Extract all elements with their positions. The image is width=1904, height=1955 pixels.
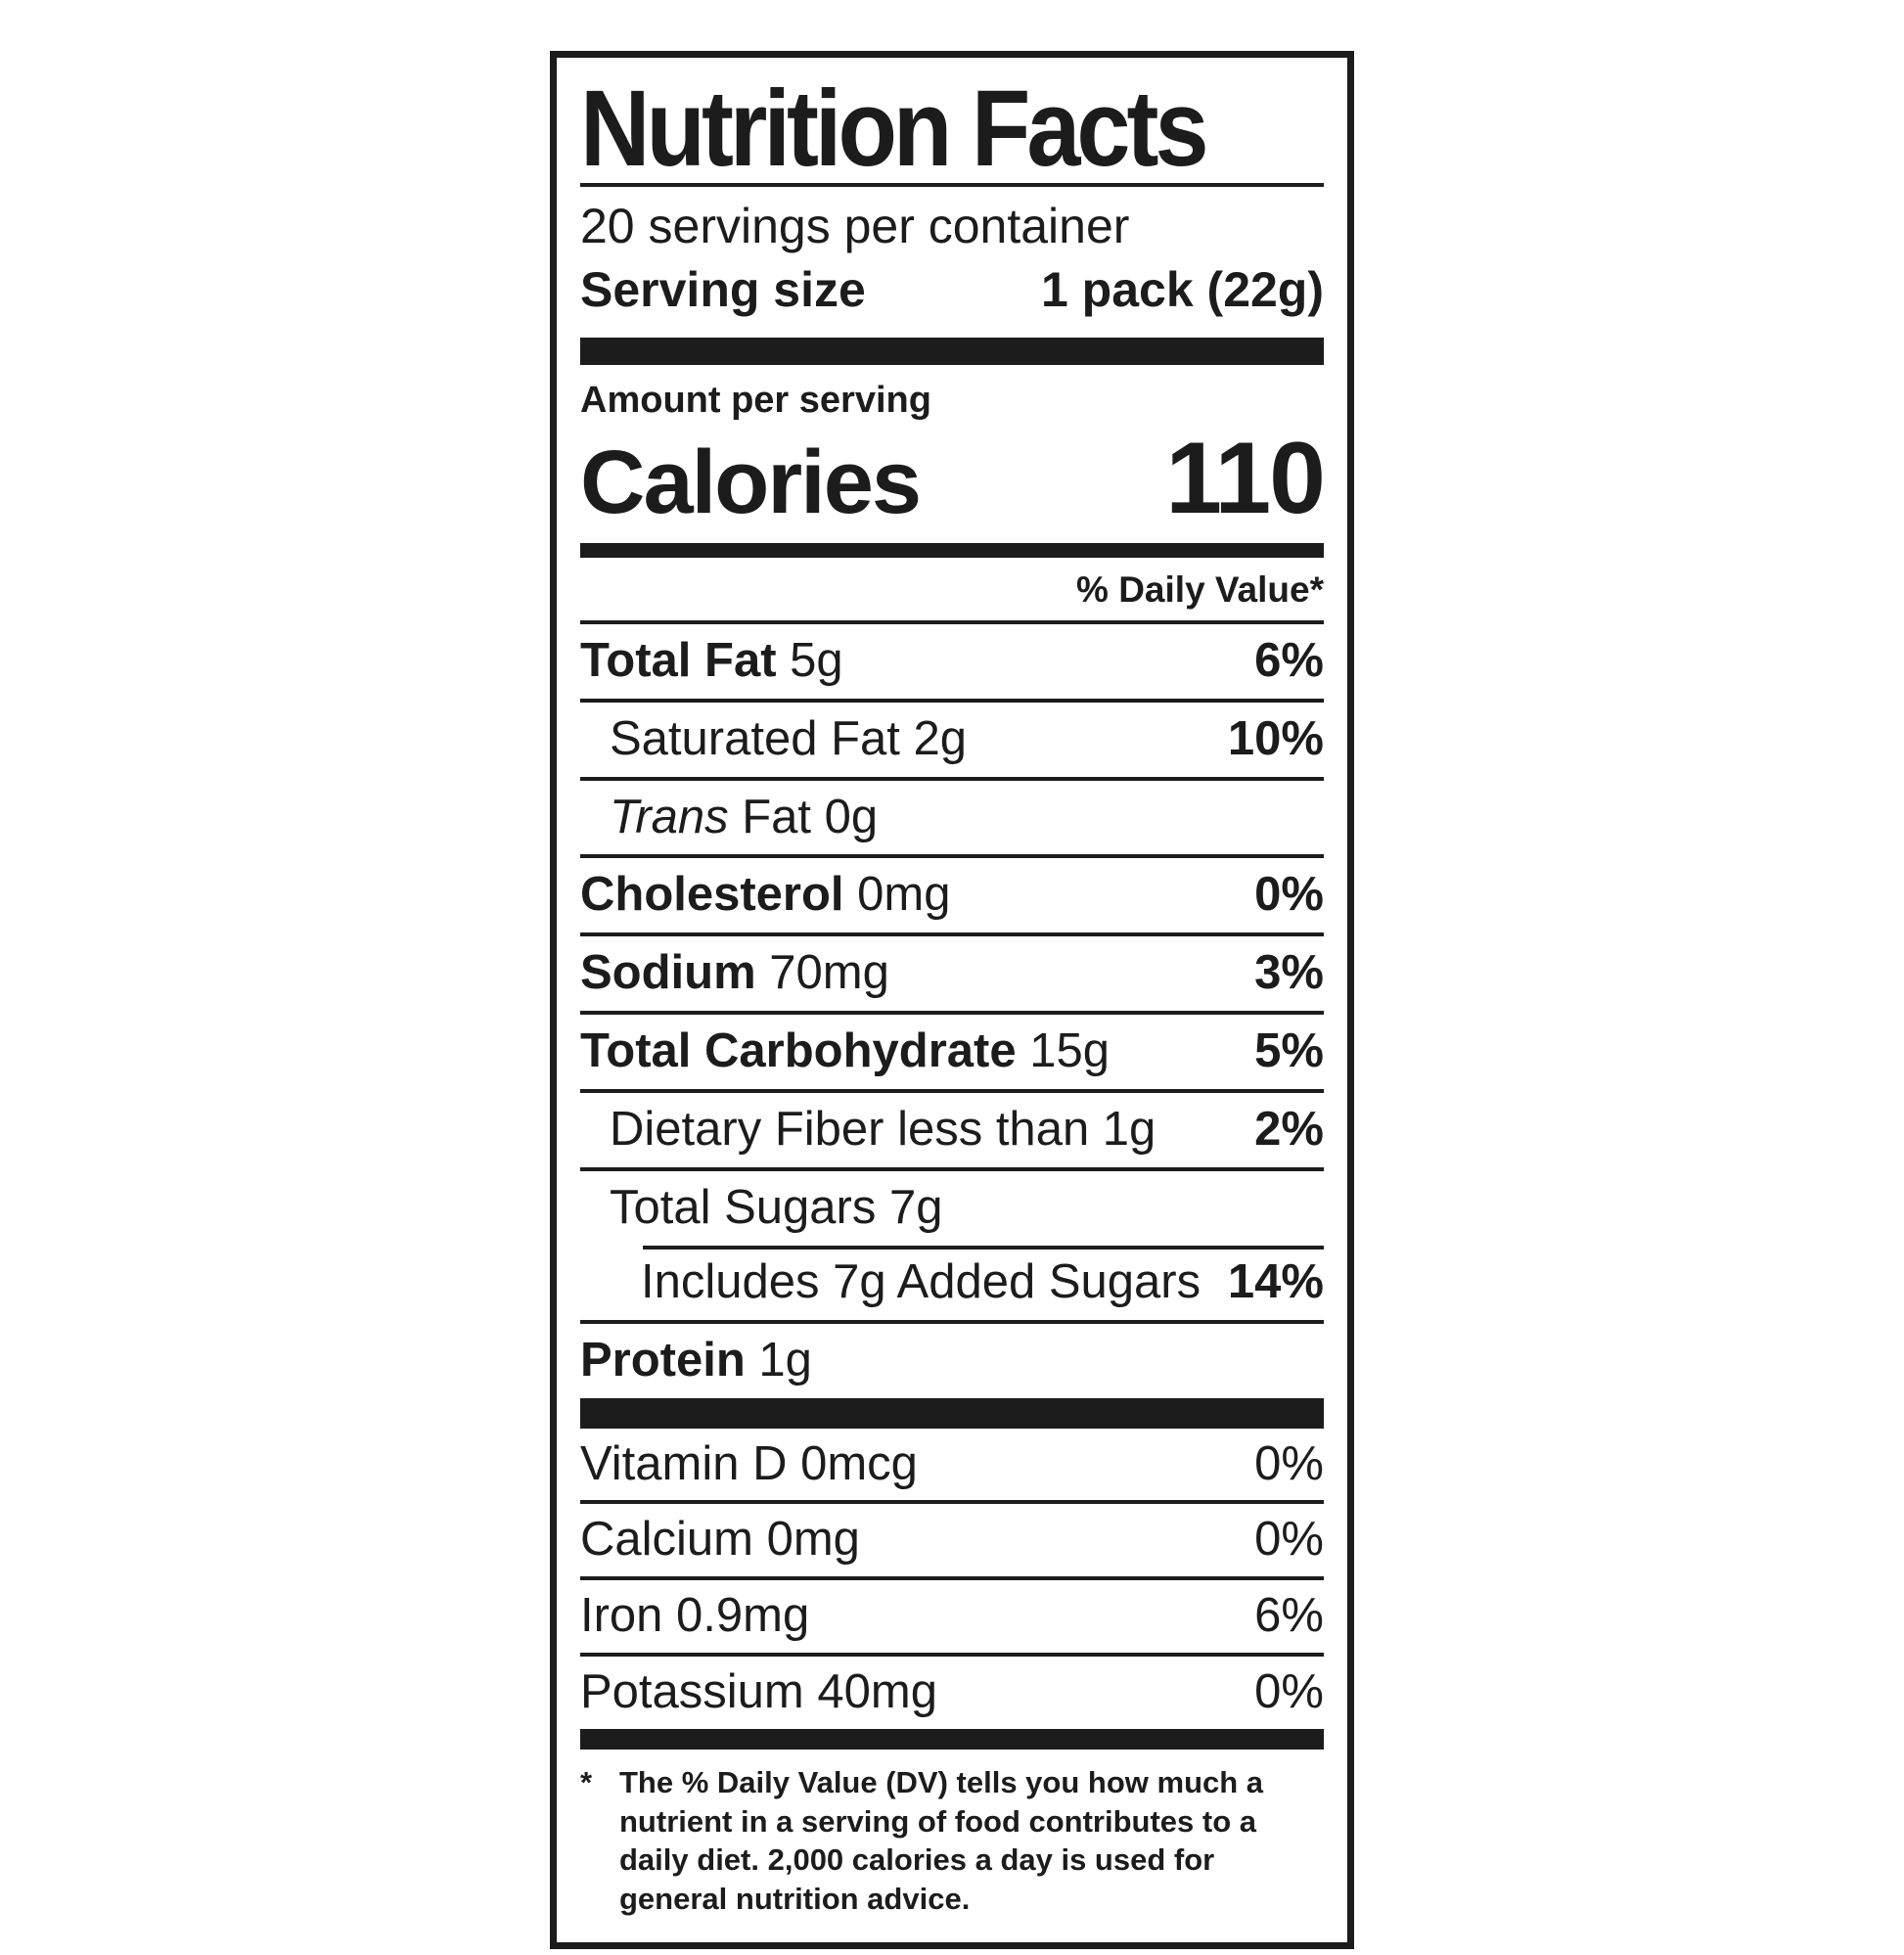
nutrient-name: Total Carbohydrate 15g — [580, 1024, 1110, 1078]
nutrient-row-dietary-fiber: Dietary Fiber less than 1g 2% — [580, 1089, 1324, 1167]
nutrient-name: Total Fat 5g — [580, 633, 843, 687]
nutrition-facts-panel: Nutrition Facts 20 servings per containe… — [550, 51, 1354, 1949]
mineral-dv: 0% — [1254, 1436, 1324, 1490]
panel-title: Nutrition Facts — [580, 66, 1209, 189]
nutrient-name: Cholesterol 0mg — [580, 868, 951, 922]
mineral-name: Iron 0.9mg — [580, 1589, 810, 1643]
nutrient-rows: Total Fat 5g 6% Saturated Fat 2g 10% Tra… — [580, 619, 1324, 1398]
nutrient-dv: 5% — [1254, 1024, 1324, 1078]
mineral-dv: 6% — [1254, 1589, 1324, 1643]
mineral-name: Potassium 40mg — [580, 1665, 937, 1719]
nutrient-name: Dietary Fiber less than 1g — [610, 1103, 1156, 1157]
nutrient-name: Includes 7g Added Sugars — [641, 1254, 1201, 1308]
nutrient-name: Saturated Fat 2g — [610, 711, 968, 765]
footnote-text: The % Daily Value (DV) tells you how muc… — [619, 1765, 1264, 1917]
mineral-name: Calcium 0mg — [580, 1513, 860, 1567]
nutrient-dv: 0% — [1254, 868, 1324, 922]
nutrient-row-total-sugars: Total Sugars 7g — [580, 1166, 1324, 1246]
section-bar-top — [580, 338, 1324, 365]
title-divider — [580, 183, 1324, 187]
mineral-rows: Vitamin D 0mcg 0% Calcium 0mg 0% Iron 0.… — [580, 1429, 1324, 1730]
footnote: * The % Daily Value (DV) tells you how m… — [580, 1750, 1324, 1942]
serving-size-row: Serving size 1 pack (22g) — [580, 258, 1324, 338]
mineral-row-potassium: Potassium 40mg 0% — [580, 1653, 1324, 1729]
footnote-asterisk: * — [580, 1765, 593, 1800]
nutrient-dv: 10% — [1227, 711, 1324, 765]
nutrient-row-total-fat: Total Fat 5g 6% — [580, 619, 1324, 699]
section-bar-protein — [580, 1397, 1324, 1429]
nutrient-name: Trans Fat 0g — [610, 790, 879, 843]
nutrient-row-protein: Protein 1g — [580, 1319, 1324, 1398]
serving-size-label: Serving size — [580, 262, 866, 317]
nutrient-row-sodium: Sodium 70mg 3% — [580, 932, 1324, 1011]
nutrient-dv: 3% — [1254, 946, 1324, 1000]
nutrient-dv: 6% — [1254, 633, 1324, 687]
serving-size-value: 1 pack (22g) — [1040, 262, 1324, 317]
calories-label: Calories — [580, 432, 922, 532]
nutrient-name: Total Sugars 7g — [610, 1180, 943, 1234]
nutrient-row-saturated-fat: Saturated Fat 2g 10% — [580, 698, 1324, 777]
nutrient-row-cholesterol: Cholesterol 0mg 0% — [580, 854, 1324, 932]
mineral-name: Vitamin D 0mcg — [580, 1436, 918, 1490]
calories-value: 110 — [1165, 421, 1326, 535]
nutrient-row-added-sugars: Includes 7g Added Sugars 14% — [580, 1245, 1324, 1320]
section-bar-footnote — [580, 1729, 1324, 1750]
amount-per-serving-label: Amount per serving — [580, 380, 931, 421]
nutrient-row-trans-fat: Trans Fat 0g — [580, 776, 1324, 855]
mineral-row-iron: Iron 0.9mg 6% — [580, 1576, 1324, 1653]
calories-divider-bar — [580, 542, 1324, 558]
nutrient-dv: 14% — [1227, 1254, 1324, 1308]
calories-row: Calories 110 — [580, 421, 1326, 543]
nutrient-row-total-carbohydrate: Total Carbohydrate 15g 5% — [580, 1011, 1324, 1089]
nutrient-name: Sodium 70mg — [580, 946, 889, 1000]
nutrient-name: Protein 1g — [580, 1333, 812, 1387]
mineral-dv: 0% — [1254, 1513, 1324, 1567]
daily-value-header: % Daily Value* — [1076, 568, 1324, 610]
servings-per-container: 20 servings per container — [580, 199, 1130, 253]
panel-title-wrap: Nutrition Facts — [580, 58, 1324, 183]
mineral-row-vitamin-d: Vitamin D 0mcg 0% — [580, 1429, 1324, 1501]
nutrient-dv: 2% — [1254, 1103, 1324, 1157]
mineral-row-calcium: Calcium 0mg 0% — [580, 1500, 1324, 1576]
mineral-dv: 0% — [1254, 1665, 1324, 1719]
